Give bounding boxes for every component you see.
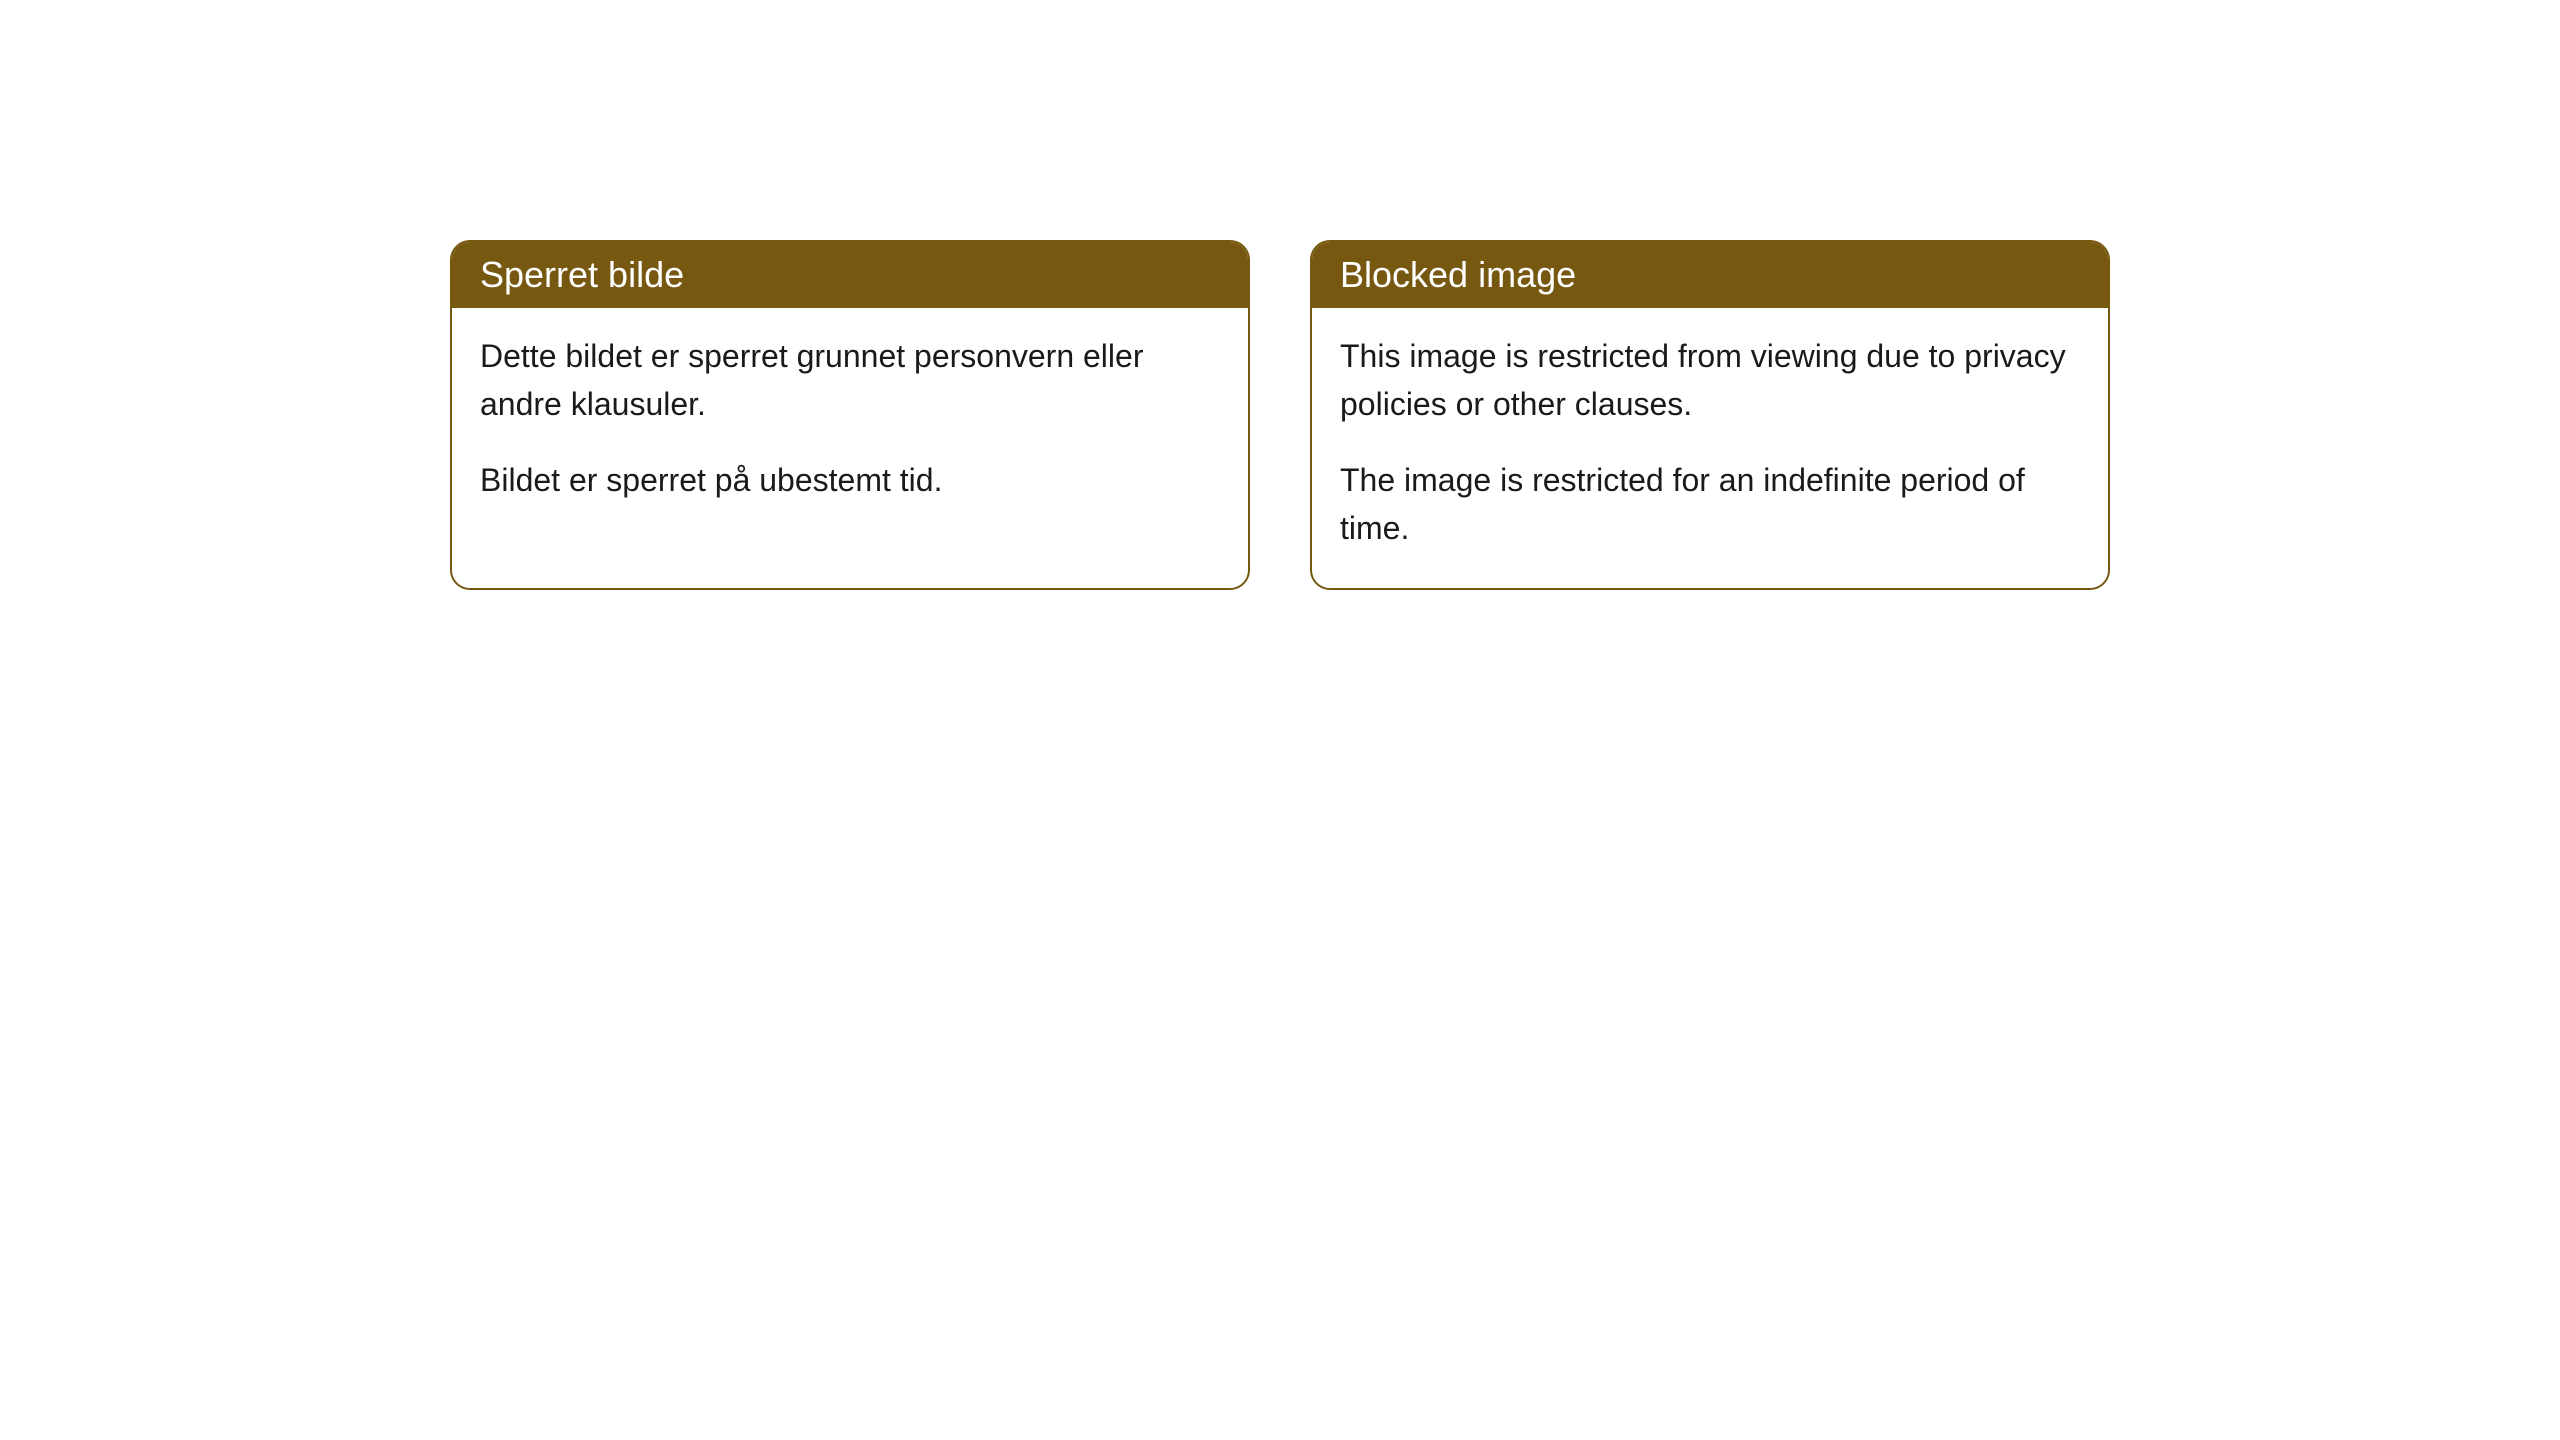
notice-body-english: This image is restricted from viewing du… bbox=[1312, 308, 2108, 588]
notice-text-1-english: This image is restricted from viewing du… bbox=[1340, 332, 2080, 428]
notice-body-norwegian: Dette bildet er sperret grunnet personve… bbox=[452, 308, 1248, 540]
notice-header-english: Blocked image bbox=[1312, 242, 2108, 308]
notice-header-norwegian: Sperret bilde bbox=[452, 242, 1248, 308]
notice-card-norwegian: Sperret bilde Dette bildet er sperret gr… bbox=[450, 240, 1250, 590]
notice-card-english: Blocked image This image is restricted f… bbox=[1310, 240, 2110, 590]
notice-text-2-norwegian: Bildet er sperret på ubestemt tid. bbox=[480, 456, 1220, 504]
notice-text-2-english: The image is restricted for an indefinit… bbox=[1340, 456, 2080, 552]
notice-title-english: Blocked image bbox=[1340, 254, 1576, 295]
notice-text-1-norwegian: Dette bildet er sperret grunnet personve… bbox=[480, 332, 1220, 428]
notice-container: Sperret bilde Dette bildet er sperret gr… bbox=[450, 240, 2110, 590]
notice-title-norwegian: Sperret bilde bbox=[480, 254, 684, 295]
